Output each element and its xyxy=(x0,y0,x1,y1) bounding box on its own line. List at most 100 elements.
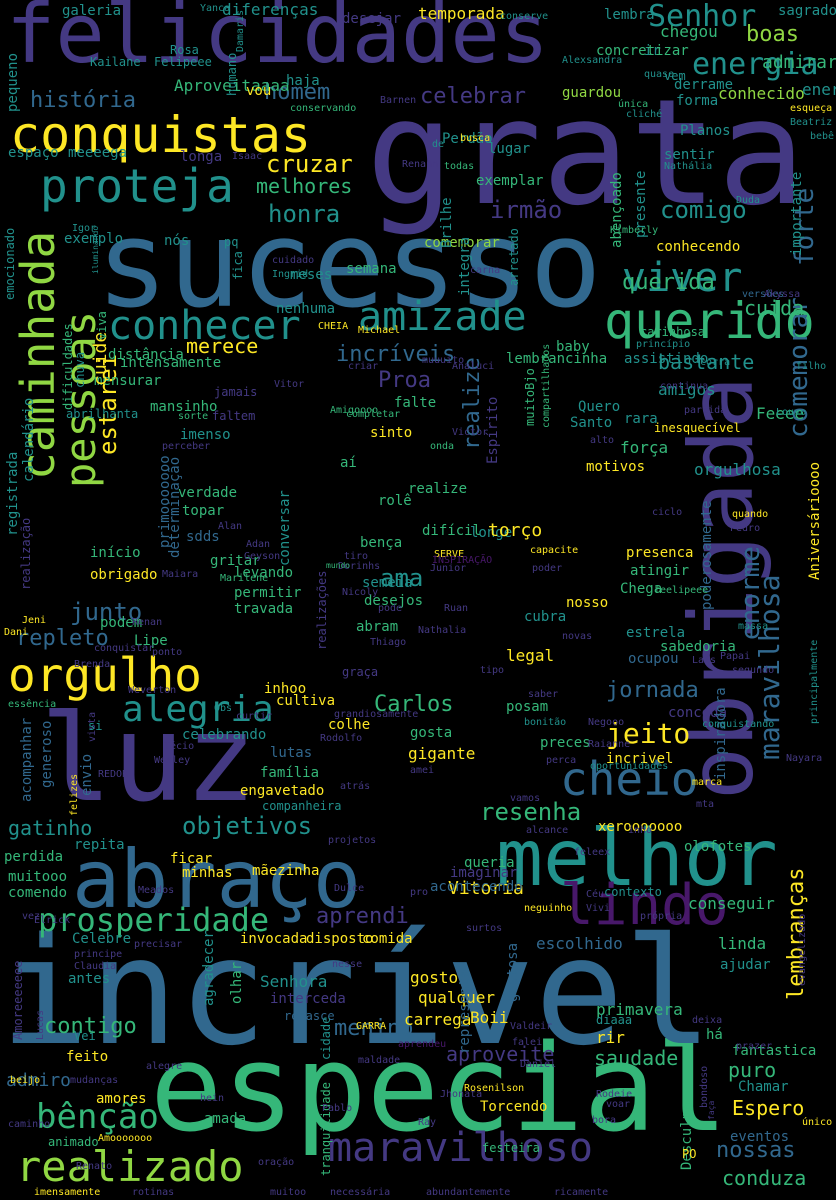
cloud-word: compartilhados xyxy=(541,343,552,428)
cloud-word: filho xyxy=(796,361,827,372)
cloud-word: si xyxy=(88,719,103,733)
cloud-word: carna xyxy=(470,265,501,276)
cloud-word: abraço xyxy=(72,833,361,926)
cloud-word: sorte xyxy=(178,411,209,422)
cloud-word: Rodeie xyxy=(596,1089,633,1100)
cloud-word: Igor xyxy=(72,223,97,234)
cloud-word: Weverton xyxy=(128,685,177,696)
cloud-word: interceda xyxy=(270,991,346,1007)
cloud-word: onda xyxy=(430,441,455,452)
cloud-word: Ruan xyxy=(444,603,469,614)
cloud-word: Claudia xyxy=(74,961,117,972)
cloud-word: inhoo xyxy=(264,681,307,697)
cloud-word: muitooo xyxy=(8,869,68,885)
cloud-word: Brenda xyxy=(74,659,111,670)
cloud-word: Rosa xyxy=(170,43,199,57)
cloud-word: Akyssa xyxy=(764,289,801,300)
cloud-word: chegou xyxy=(660,22,718,41)
cloud-word: Nicoly xyxy=(342,587,379,598)
cloud-word: alcance xyxy=(526,825,569,836)
cloud-word: podem xyxy=(100,615,143,631)
cloud-word: agradecer xyxy=(201,930,217,1006)
cloud-word: poder xyxy=(532,563,563,574)
cloud-word: calendário xyxy=(21,397,37,482)
cloud-word: carinhosa xyxy=(640,325,706,339)
cloud-word: eventos xyxy=(730,1129,790,1145)
cloud-word: escolhido xyxy=(536,934,623,953)
cloud-word: comida xyxy=(362,931,413,947)
cloud-word: Kimberly xyxy=(610,225,659,236)
cloud-word: sdds xyxy=(186,529,220,545)
cloud-word: voar xyxy=(606,1099,631,1110)
cloud-word: Celebre xyxy=(72,931,132,947)
cloud-word: conquistando xyxy=(702,719,775,730)
cloud-word: neguinho xyxy=(524,903,573,914)
cloud-word: Barnen xyxy=(380,95,417,106)
cloud-word: baby xyxy=(556,339,590,355)
cloud-word: posam xyxy=(506,699,549,715)
cloud-word: distância xyxy=(108,347,184,363)
cloud-word: conserve xyxy=(500,11,549,22)
cloud-word: marca xyxy=(692,777,723,788)
cloud-word: Chamar xyxy=(738,1079,789,1095)
cloud-word: conhecer xyxy=(108,303,301,349)
cloud-word: antes xyxy=(68,971,111,987)
cloud-word: vou xyxy=(246,83,272,99)
cloud-word: bastante xyxy=(658,350,755,374)
cloud-word: Rodolfo xyxy=(320,733,363,744)
cloud-word: rotinas xyxy=(132,1187,175,1198)
cloud-word: Nathalia xyxy=(418,625,467,636)
cloud-word: torço xyxy=(488,520,543,541)
cloud-word: melhor xyxy=(496,814,778,904)
cloud-word: disposto xyxy=(306,931,374,947)
cloud-word: faça xyxy=(707,1100,716,1120)
cloud-word: Lais xyxy=(692,655,717,666)
cloud-word: Alan xyxy=(218,521,243,532)
cloud-word: prazer xyxy=(736,1041,773,1052)
cloud-word: conseguir xyxy=(688,894,775,913)
cloud-word: principalmente xyxy=(809,639,820,724)
cloud-word: travada xyxy=(234,601,294,617)
cloud-word: Meados xyxy=(138,885,175,896)
cloud-word: incríveis xyxy=(336,342,456,367)
cloud-word: contexto xyxy=(604,885,662,899)
cloud-word: INSPIRAÇÃO xyxy=(432,555,493,566)
cloud-word: meeeega xyxy=(68,145,128,161)
cloud-word: pq xyxy=(224,235,239,249)
cloud-word: REDOR xyxy=(98,769,129,780)
cloud-word: contigo xyxy=(44,1014,137,1039)
cloud-word: objetivos xyxy=(182,812,313,840)
cloud-word: abrilhanta xyxy=(66,407,139,421)
cloud-word: conservando xyxy=(290,103,357,114)
cloud-word: SERVE xyxy=(434,549,465,560)
cloud-word: Vei xyxy=(74,1029,96,1043)
cloud-word: Nayara xyxy=(786,753,823,764)
cloud-word: Torcendo xyxy=(480,1099,548,1115)
cloud-word: perdida xyxy=(4,849,64,865)
cloud-word: jamais xyxy=(214,385,258,399)
cloud-word: acompanhar xyxy=(19,717,35,802)
cloud-word: especial xyxy=(150,1020,728,1159)
cloud-word: comemorar xyxy=(424,235,500,251)
cloud-word: pequeno xyxy=(5,52,21,112)
cloud-word: preces xyxy=(540,735,591,751)
cloud-word: querida xyxy=(622,270,715,295)
cloud-word: Thiago xyxy=(370,637,407,648)
cloud-word: primavera xyxy=(596,1000,683,1019)
cloud-word: homem xyxy=(264,80,331,105)
cloud-word: Duda xyxy=(736,195,761,206)
cloud-word: Planos xyxy=(680,123,731,139)
cloud-word: Espero xyxy=(732,1096,805,1120)
cloud-word: determinação xyxy=(167,456,183,558)
cloud-word: exemplar xyxy=(476,173,544,189)
cloud-word: atingir xyxy=(630,563,690,579)
cloud-word: realizações xyxy=(315,570,329,650)
cloud-word: topar xyxy=(182,503,225,519)
cloud-word: Aniversárioooo xyxy=(807,461,823,580)
cloud-word: longa xyxy=(180,149,223,165)
cloud-word: junto xyxy=(70,598,143,626)
cloud-word: imenso xyxy=(180,427,231,443)
cloud-word: conquistas xyxy=(10,106,312,164)
cloud-word: festeira xyxy=(482,1141,540,1155)
